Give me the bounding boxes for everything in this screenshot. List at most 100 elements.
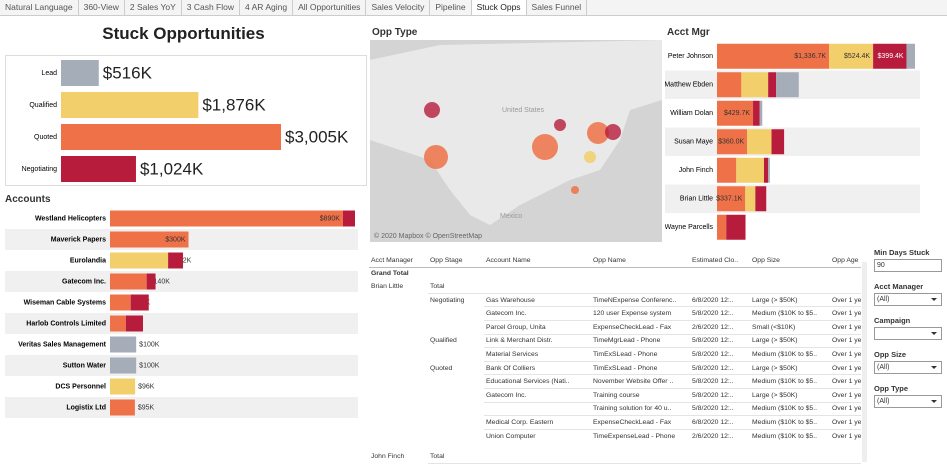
table-row: Medical Corp. Eastern ExpenseCheckLead - … — [369, 415, 861, 430]
table-cell — [428, 375, 484, 389]
filter-label: Acct Manager — [874, 282, 924, 291]
bar-segment — [110, 315, 126, 332]
table-cell: Lead — [428, 463, 484, 464]
table-cell: John Finch — [369, 442, 428, 464]
table-cell — [369, 307, 428, 321]
table-cell: Total — [428, 442, 484, 464]
table-row: Gatecom Inc. 120 user Expense system 5/8/2… — [369, 306, 861, 321]
map: United States Mexico © 2020 Mapbox © Ope… — [370, 40, 662, 242]
table: Acct Manager Opp Stage Account Name Opp Nam… — [369, 254, 861, 464]
table-cell: Medium ($10K to $5.. — [750, 374, 830, 389]
table-cell: 120 user Expense system — [591, 306, 690, 321]
bar-segment — [741, 72, 769, 98]
table-cell: 5/8/2020 12:.. — [690, 402, 750, 417]
filter: Opp Type (All) — [874, 384, 942, 408]
tab[interactable]: All Opportunities — [293, 0, 367, 15]
category-label: Logistix Ltd — [66, 404, 106, 411]
map-pie — [587, 122, 609, 144]
column-header: Opp Age — [830, 254, 861, 268]
tab[interactable]: Sales Velocity — [366, 0, 431, 15]
bar-segment — [747, 129, 772, 155]
map-pie — [584, 151, 596, 163]
table-cell — [428, 402, 484, 416]
table-row: Negotiating Gas Warehouse TimeNExpense Con… — [369, 293, 861, 308]
filter: Min Days Stuck 90 — [874, 248, 942, 272]
category-label: Sutton Water — [63, 362, 107, 369]
table-row: Parcel Group, Unita ExpenseCheckLead - Fa… — [369, 320, 861, 335]
dropdown[interactable]: (All) — [874, 293, 942, 306]
tab[interactable]: Pipeline — [430, 0, 472, 15]
table-cell — [369, 334, 428, 348]
table-cell: Over 1 year — [830, 388, 861, 403]
bar-segment — [110, 294, 131, 311]
category-label: Wayne Parcells — [665, 224, 713, 231]
category-label: William Dolan — [670, 110, 713, 117]
map-pie — [424, 102, 440, 118]
filter-label: Min Days Stuck — [874, 248, 930, 257]
table-cell: 6/8/2020 12:.. — [690, 415, 750, 430]
table-cell — [750, 280, 830, 294]
bar-segment — [110, 336, 137, 353]
text-input[interactable]: 90 — [874, 259, 942, 272]
accounts-chart: Westland Helicopters $890K Maverick Papers… — [5, 210, 358, 418]
bar-segment — [125, 315, 143, 332]
bar-segment — [776, 72, 799, 98]
table-cell: 2/6/2020 12:.. — [690, 429, 750, 447]
grand-total: Grand Total — [371, 270, 409, 278]
category-label: Susan Maye — [674, 139, 713, 146]
bar-segment — [717, 43, 830, 69]
table-cell: Over 1 year — [830, 320, 861, 335]
map-land — [370, 40, 662, 225]
table-cell: 5/8/2020 12:.. — [690, 374, 750, 389]
category-label: Harlob Controls Limited — [26, 320, 106, 327]
table-cell: Medium ($10K to $5.. — [750, 463, 830, 464]
table-cell — [369, 463, 428, 464]
table-cell: Large (> $50K) — [750, 334, 830, 349]
acct-mgr-title: Acct Mgr — [667, 27, 710, 38]
row-stripe — [665, 184, 920, 213]
bar — [61, 124, 281, 150]
category-label: Brian Little — [680, 196, 713, 203]
category-label: Lead — [41, 70, 57, 77]
map-pie — [424, 145, 448, 169]
category-label: Qualified — [29, 102, 57, 109]
value-label: $337.1K — [716, 196, 742, 203]
table-cell: TimeExpenseLead - Phone — [591, 429, 690, 447]
bar-segment — [873, 43, 907, 69]
table-cell — [428, 388, 484, 402]
dropdown[interactable] — [874, 327, 942, 340]
scrollbar — [862, 262, 867, 462]
dropdown[interactable]: (All) — [874, 361, 942, 374]
value-label: $140K — [150, 278, 171, 285]
table-cell — [690, 442, 750, 464]
tab[interactable]: 4 AR Aging — [240, 0, 294, 15]
grand-total-row: Grand Total — [369, 267, 861, 280]
tab[interactable]: Natural Language — [0, 0, 79, 15]
table-cell: Healthcare Interactive — [484, 463, 591, 464]
header-row: Acct Manager Opp Stage Account Name Opp Nam… — [369, 254, 861, 268]
tab[interactable]: Sales Funnel — [527, 0, 588, 15]
table-cell: Over 1 year — [830, 463, 861, 464]
table-cell — [484, 442, 591, 464]
dropdown[interactable]: (All) — [874, 395, 942, 408]
bar-segment — [717, 214, 727, 240]
bar-segment — [763, 157, 769, 183]
row-stripe — [665, 127, 920, 156]
table-cell: Large (> $50K) — [750, 388, 830, 403]
tab[interactable]: 2 Sales YoY — [125, 0, 182, 15]
value-label: $300K — [165, 236, 186, 243]
acct-mgr-chart: Peter Johnson $1,336.7K $524.4K $399.4K Matt… — [665, 43, 920, 240]
table-row: Brian Little Total — [369, 280, 861, 294]
table-cell: Bank Of Colliers — [484, 361, 591, 376]
row-stripe — [5, 355, 358, 376]
tab[interactable]: 3 Cash Flow — [182, 0, 240, 15]
table-cell: Gatecom Inc. — [484, 388, 591, 403]
tab[interactable]: 360-View — [79, 0, 125, 15]
map-title: Opp Type — [372, 27, 418, 38]
stage-chart: Lead $516K Qualified $1,876K Quoted $3,005K Ne… — [5, 55, 367, 186]
row-stripe — [5, 271, 358, 292]
tab[interactable]: Stuck Opps — [471, 0, 527, 15]
table-cell: 5/8/2020 12:.. — [690, 361, 750, 376]
table-row: Qualified Link & Merchant Distr. TimeMgrLe… — [369, 334, 861, 349]
value-label: $1,336.7K — [794, 53, 826, 60]
